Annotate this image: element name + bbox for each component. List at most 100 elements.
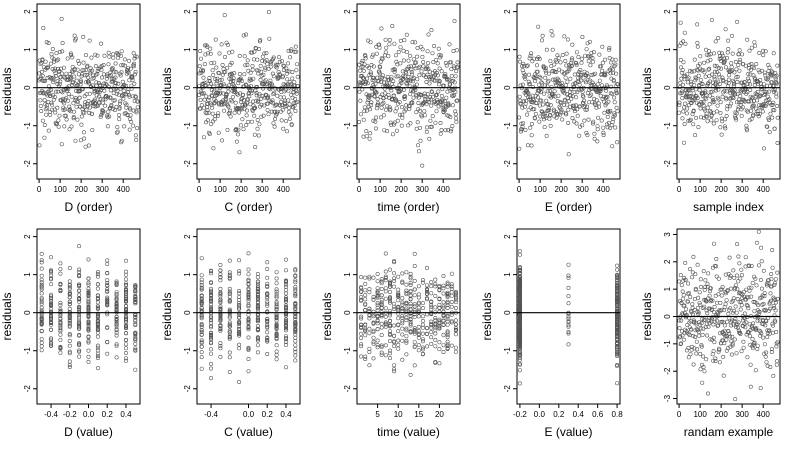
data-point xyxy=(726,81,731,86)
data-point xyxy=(433,284,438,289)
data-point xyxy=(715,300,720,305)
data-point xyxy=(443,74,448,79)
x-tick-label: 5 xyxy=(375,410,380,419)
data-point xyxy=(91,73,96,78)
data-point xyxy=(114,70,119,75)
data-point xyxy=(611,79,616,84)
data-point xyxy=(86,339,91,344)
data-point xyxy=(738,94,743,99)
data-point xyxy=(125,113,130,118)
data-point xyxy=(392,344,397,349)
data-point xyxy=(537,74,542,79)
data-point xyxy=(368,70,373,75)
data-point xyxy=(716,276,721,281)
data-point xyxy=(756,229,761,234)
y-axis-title: residuals xyxy=(0,292,14,340)
data-point xyxy=(218,90,223,95)
data-point xyxy=(770,102,775,107)
x-tick-label: 300 xyxy=(255,185,269,194)
data-point xyxy=(205,101,210,106)
data-point xyxy=(221,98,226,103)
data-point xyxy=(747,62,752,67)
data-point xyxy=(110,66,115,71)
x-tick-label: 0.4 xyxy=(573,410,585,419)
data-point xyxy=(410,101,415,106)
data-point xyxy=(739,267,744,272)
data-point xyxy=(558,100,563,105)
data-point xyxy=(95,89,100,94)
data-point xyxy=(744,123,749,128)
data-point xyxy=(39,291,44,296)
data-point xyxy=(221,91,226,96)
data-point xyxy=(547,116,552,121)
data-point xyxy=(453,74,458,79)
data-point xyxy=(198,106,203,111)
data-point xyxy=(710,72,715,77)
data-point xyxy=(566,275,571,280)
data-point xyxy=(393,53,398,58)
data-point xyxy=(757,111,762,116)
y-tick-label: 0 xyxy=(23,85,32,90)
data-point xyxy=(554,115,559,120)
data-point xyxy=(249,119,254,124)
data-point xyxy=(124,105,129,110)
data-point xyxy=(715,79,720,84)
data-point xyxy=(540,33,545,38)
data-point xyxy=(359,60,364,65)
data-point xyxy=(717,75,722,80)
data-point xyxy=(517,146,522,151)
data-point xyxy=(721,373,726,378)
data-point xyxy=(420,331,425,336)
data-point xyxy=(63,113,68,118)
data-point xyxy=(453,345,458,350)
data-point xyxy=(566,262,571,267)
data-point xyxy=(258,38,263,43)
data-point xyxy=(544,133,549,138)
data-point xyxy=(615,82,620,87)
data-point xyxy=(556,55,561,60)
data-point xyxy=(711,241,716,246)
data-point xyxy=(529,122,534,127)
data-point xyxy=(543,66,548,71)
data-point xyxy=(449,271,454,276)
data-point xyxy=(441,107,446,112)
data-point xyxy=(746,78,751,83)
data-point xyxy=(601,125,606,130)
data-point xyxy=(706,271,711,276)
data-point xyxy=(614,105,619,110)
data-point xyxy=(724,80,729,85)
data-point xyxy=(517,94,522,99)
data-point xyxy=(700,91,705,96)
data-point xyxy=(730,51,735,56)
data-point xyxy=(691,91,696,96)
data-point xyxy=(765,76,770,81)
y-tick-label: -1 xyxy=(183,347,192,355)
data-point xyxy=(416,149,421,154)
data-point xyxy=(703,278,708,283)
data-point xyxy=(441,332,446,337)
data-point xyxy=(114,324,119,329)
data-point xyxy=(275,62,280,67)
data-point xyxy=(89,111,94,116)
data-point xyxy=(441,343,446,348)
data-point xyxy=(288,55,293,60)
data-point xyxy=(698,302,703,307)
data-point xyxy=(424,331,429,336)
data-point xyxy=(532,116,537,121)
y-tick-label: -2 xyxy=(663,160,672,168)
data-point xyxy=(549,64,554,69)
y-tick-label: -1 xyxy=(343,122,352,130)
data-point xyxy=(244,113,249,118)
data-point xyxy=(105,351,110,356)
data-point xyxy=(379,56,384,61)
data-point xyxy=(293,335,298,340)
data-point xyxy=(455,65,460,70)
data-point xyxy=(249,91,254,96)
data-point xyxy=(528,105,533,110)
data-point xyxy=(716,72,721,77)
data-point xyxy=(686,75,691,80)
data-point xyxy=(712,63,717,68)
data-point xyxy=(691,122,696,127)
data-point xyxy=(420,54,425,59)
data-point xyxy=(575,113,580,118)
